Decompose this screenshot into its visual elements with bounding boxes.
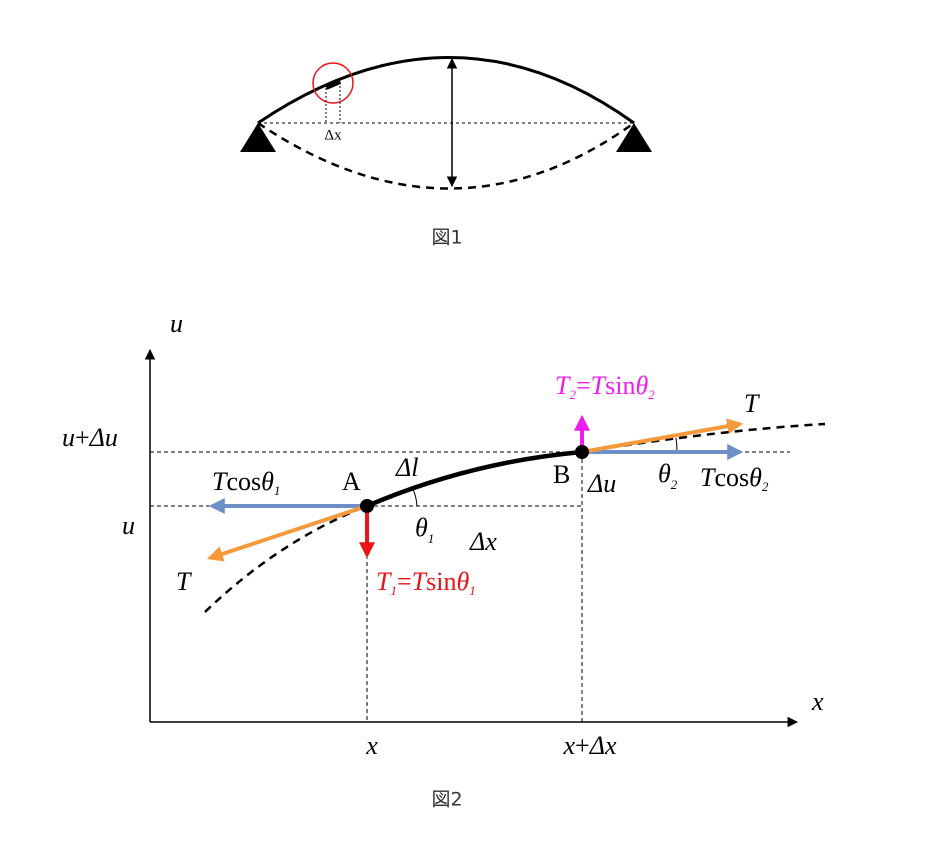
text-part: 1 bbox=[274, 483, 281, 498]
text-part: θ bbox=[749, 463, 762, 492]
text-part: = bbox=[576, 371, 591, 400]
axis-label: u bbox=[170, 309, 183, 338]
label: Tcosθ2 bbox=[700, 463, 769, 494]
label: u bbox=[122, 511, 135, 540]
text-part: θ bbox=[456, 567, 469, 596]
element bbox=[324, 78, 342, 90]
curve bbox=[366, 449, 583, 509]
text-part: T bbox=[700, 463, 716, 492]
curve-ext bbox=[204, 504, 368, 613]
string-down bbox=[257, 121, 635, 190]
highlight-circle bbox=[312, 62, 354, 104]
caption: 図1 bbox=[431, 227, 462, 249]
text-part: 2 bbox=[648, 387, 655, 402]
text-part: θ bbox=[658, 459, 671, 488]
label: T2=Tsinθ2 bbox=[555, 371, 655, 402]
label: T1=Tsinθ1 bbox=[376, 567, 476, 598]
text-part: θ bbox=[261, 467, 274, 496]
figure1: Δx 図1 bbox=[240, 56, 652, 249]
label: Δx bbox=[469, 527, 497, 556]
arrow bbox=[581, 418, 744, 454]
point bbox=[575, 445, 589, 459]
text-part: T bbox=[376, 567, 392, 596]
text-part: 2 bbox=[762, 479, 769, 494]
label: Δu bbox=[587, 469, 616, 498]
caption: 図2 bbox=[431, 789, 462, 811]
text-part: T bbox=[555, 371, 571, 400]
string-up bbox=[257, 56, 635, 125]
label: θ2 bbox=[658, 459, 678, 492]
arrow bbox=[206, 504, 368, 562]
label: Δl bbox=[395, 453, 418, 482]
text-part: + bbox=[575, 731, 590, 760]
label: B bbox=[553, 460, 570, 489]
figure2: u x u+Δu u x x+Δx A B Δl Δx Δu θ1 θ2 Tco… bbox=[62, 309, 826, 811]
support bbox=[240, 123, 276, 152]
text-part: Δu bbox=[89, 423, 118, 452]
text-part: T bbox=[212, 467, 228, 496]
text-part: 1 bbox=[390, 583, 397, 598]
text-part: u bbox=[62, 423, 75, 452]
text-part: = bbox=[397, 567, 412, 596]
text-part: Δx bbox=[589, 731, 617, 760]
label: x bbox=[365, 731, 378, 760]
label: T bbox=[176, 567, 192, 596]
angle-arc bbox=[675, 437, 678, 453]
text-part: 1 bbox=[469, 583, 476, 598]
support bbox=[616, 123, 652, 152]
label: Δx bbox=[324, 127, 342, 143]
label: x+Δx bbox=[562, 731, 616, 760]
text-part: 2 bbox=[569, 387, 576, 402]
text-part: x bbox=[562, 731, 575, 760]
label: A bbox=[342, 467, 361, 496]
text-part: cos bbox=[226, 467, 261, 496]
text-part: sin bbox=[426, 567, 456, 596]
text-part: + bbox=[75, 423, 90, 452]
text-part: T bbox=[591, 371, 607, 400]
axis-label: x bbox=[811, 687, 824, 716]
curve-ext bbox=[581, 422, 826, 454]
label: u+Δu bbox=[62, 423, 118, 452]
point bbox=[360, 499, 374, 513]
angle-arc bbox=[411, 486, 418, 507]
label: θ1 bbox=[415, 513, 434, 546]
text-part: θ bbox=[415, 513, 428, 542]
label: T bbox=[744, 389, 760, 418]
text-part: 1 bbox=[428, 531, 435, 546]
text-part: θ bbox=[635, 371, 648, 400]
text-part: sin bbox=[605, 371, 635, 400]
text-part: cos bbox=[714, 463, 749, 492]
text-part: 2 bbox=[671, 477, 678, 492]
label: Tcosθ1 bbox=[212, 467, 280, 498]
text-part: T bbox=[412, 567, 428, 596]
